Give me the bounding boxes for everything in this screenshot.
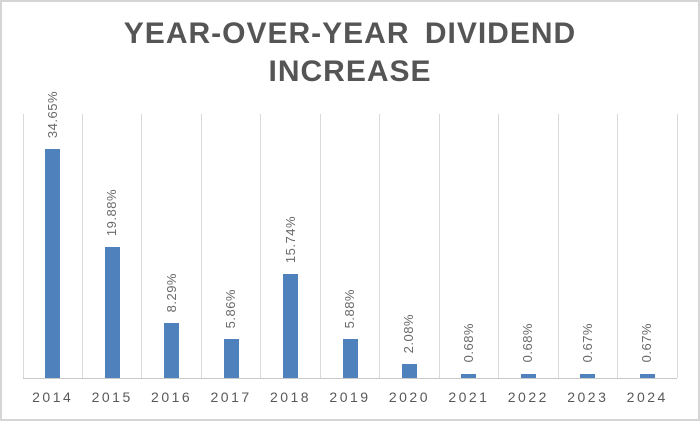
x-tick-2018: 2018 [269, 389, 312, 405]
value-label-2018: 15.74% [282, 216, 298, 264]
gridline [319, 114, 321, 378]
bar-2016 [164, 323, 180, 378]
x-tick-2020: 2020 [388, 389, 431, 405]
value-label-2024: 0.67% [639, 323, 655, 363]
x-tick-2015: 2015 [91, 389, 133, 405]
value-label-2016: 8.29% [163, 272, 179, 313]
bar-2019 [342, 339, 358, 378]
x-tick-2022: 2022 [507, 389, 549, 405]
value-label-2020: 2.08% [401, 313, 417, 354]
bar-2021 [461, 373, 477, 378]
x-tick-2021: 2021 [448, 389, 490, 405]
gridline [557, 114, 559, 378]
x-tick-2019: 2019 [329, 389, 371, 405]
bar-2022 [520, 373, 536, 378]
value-label-2015: 19.88% [104, 188, 120, 236]
gridline [676, 114, 678, 378]
gridline [81, 114, 83, 378]
bar-2017 [223, 339, 239, 378]
value-label-2014: 34.65% [44, 91, 60, 139]
bar-2024 [639, 373, 655, 378]
value-label-2017: 5.86% [223, 288, 239, 329]
x-tick-2016: 2016 [151, 389, 193, 405]
value-label-2021: 0.68% [460, 323, 476, 363]
gridline [617, 114, 619, 378]
gridline [260, 114, 262, 378]
x-tick-2023: 2023 [567, 389, 609, 405]
gridline [200, 114, 202, 378]
bar-2018 [283, 274, 299, 378]
gridline [438, 114, 440, 378]
plot-area: 34.65% 19.88% 8.29% 5.86% 15.74% 5.88% 2.08% 0.… [22, 91, 678, 379]
chart-title-line2: INCREASE [268, 55, 432, 88]
bar-2023 [580, 373, 596, 378]
bar-2015 [104, 246, 120, 378]
value-label-2023: 0.67% [579, 323, 595, 363]
x-tick-2014: 2014 [32, 389, 74, 405]
bar-2014 [45, 149, 61, 378]
x-tick-2024: 2024 [626, 389, 668, 405]
gridline [22, 114, 24, 378]
gridline [141, 114, 143, 378]
bar-2020 [401, 364, 417, 378]
value-label-2019: 5.88% [342, 288, 357, 329]
chart-title-line1: YEAR-OVER-YEAR DIVIDEND [123, 17, 577, 50]
x-axis: 2014 2015 2016 2017 2018 2019 2020 2021 2022 2023… [23, 389, 677, 409]
x-tick-2017: 2017 [210, 389, 252, 405]
chart-title: YEAR-OVER-YEAR DIVIDEND INCREASE [2, 15, 698, 91]
value-label-2022: 0.68% [520, 323, 536, 363]
gridline [379, 114, 381, 378]
gridline [498, 114, 500, 378]
